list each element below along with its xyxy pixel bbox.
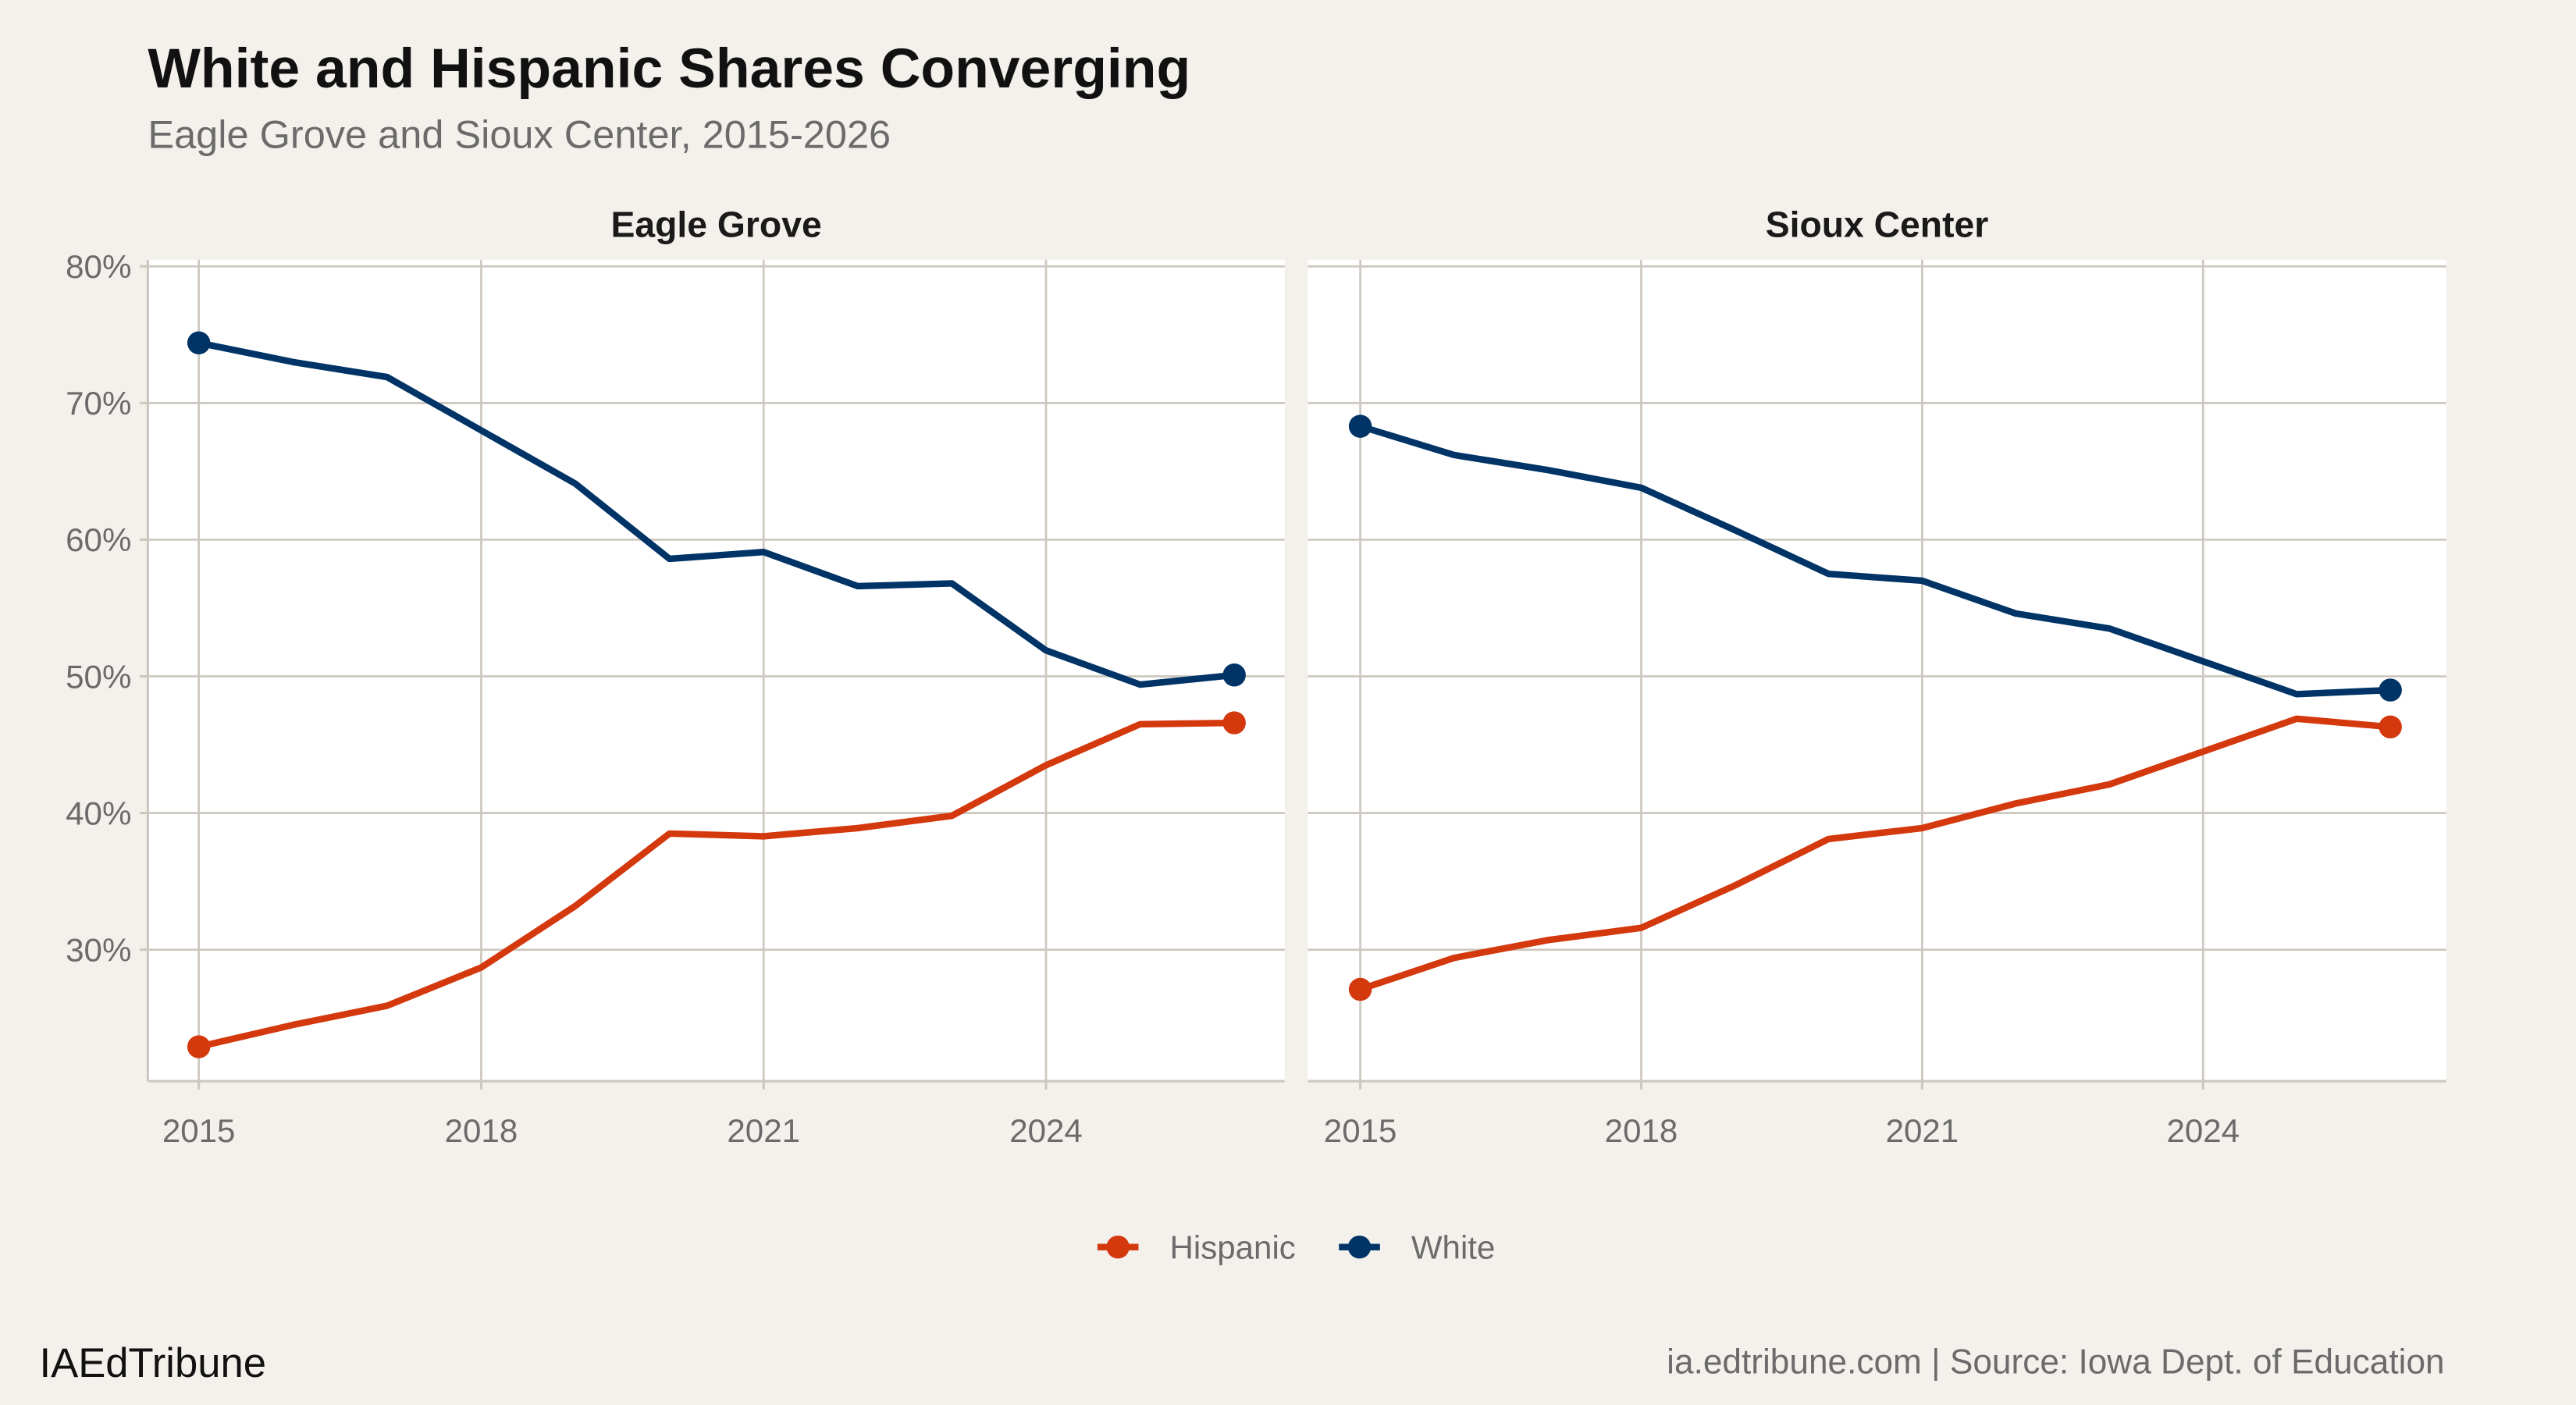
white-endpoint-marker xyxy=(2379,678,2402,702)
x-tick-label: 2015 xyxy=(162,1112,236,1149)
facet-title: Sioux Center xyxy=(1766,204,1989,244)
source-caption: ia.edtribune.com | Source: Iowa Dept. of… xyxy=(1667,1343,2444,1382)
x-tick-label: 2024 xyxy=(1009,1112,1083,1149)
legend-key-marker xyxy=(1106,1235,1130,1259)
y-tick-label: 50% xyxy=(66,658,131,695)
chart-subtitle: Eagle Grove and Sioux Center, 2015-2026 xyxy=(148,112,891,157)
chart-title: White and Hispanic Shares Converging xyxy=(148,37,1190,100)
legend-item-hispanic: Hispanic xyxy=(1097,1229,1296,1265)
panel-eagle-grove: 30% 40% 50% 60% 70% 80% 2015 2018 2021 2024 Eagle … xyxy=(66,204,1285,1149)
legend-key-marker xyxy=(1347,1235,1372,1259)
panel-sioux-center: 2015 2018 2021 2024 Sioux Center xyxy=(1308,204,2446,1149)
white-series-line xyxy=(1359,423,2391,698)
white-endpoint-marker xyxy=(1222,663,1246,687)
panel-background xyxy=(1308,259,2446,1082)
hispanic-endpoint-marker xyxy=(2379,715,2402,739)
x-tick-label: 2021 xyxy=(1886,1112,1959,1149)
white-series-line xyxy=(197,340,1235,688)
brand-logo-text: IAEdTribune xyxy=(40,1340,266,1386)
white-endpoint-marker xyxy=(1348,414,1372,438)
facet-title: Eagle Grove xyxy=(611,204,822,244)
hispanic-endpoint-marker xyxy=(1348,977,1372,1001)
hispanic-endpoint-marker xyxy=(187,1035,211,1058)
y-tick-label: 80% xyxy=(66,248,131,285)
panel-background xyxy=(148,259,1285,1082)
hispanic-series-line xyxy=(197,719,1235,1051)
x-tick-label: 2015 xyxy=(1324,1112,1397,1149)
white-endpoint-marker xyxy=(187,331,211,355)
legend: Hispanic White xyxy=(1097,1229,1495,1265)
legend-label: Hispanic xyxy=(1169,1229,1295,1265)
hispanic-series-line xyxy=(1359,715,2391,993)
legend-label: White xyxy=(1411,1229,1496,1265)
x-tick-label: 2021 xyxy=(727,1112,800,1149)
x-tick-label: 2018 xyxy=(445,1112,518,1149)
hispanic-endpoint-marker xyxy=(1222,711,1246,735)
y-tick-label: 70% xyxy=(66,385,131,422)
panels: 30% 40% 50% 60% 70% 80% 2015 2018 2021 2024 Eagle … xyxy=(66,204,2446,1149)
y-tick-label: 40% xyxy=(66,795,131,831)
x-tick-label: 2024 xyxy=(2166,1112,2240,1149)
y-tick-label: 30% xyxy=(66,931,131,968)
legend-item-white: White xyxy=(1339,1229,1495,1265)
x-tick-label: 2018 xyxy=(1605,1112,1678,1149)
y-tick-label: 60% xyxy=(66,521,131,558)
